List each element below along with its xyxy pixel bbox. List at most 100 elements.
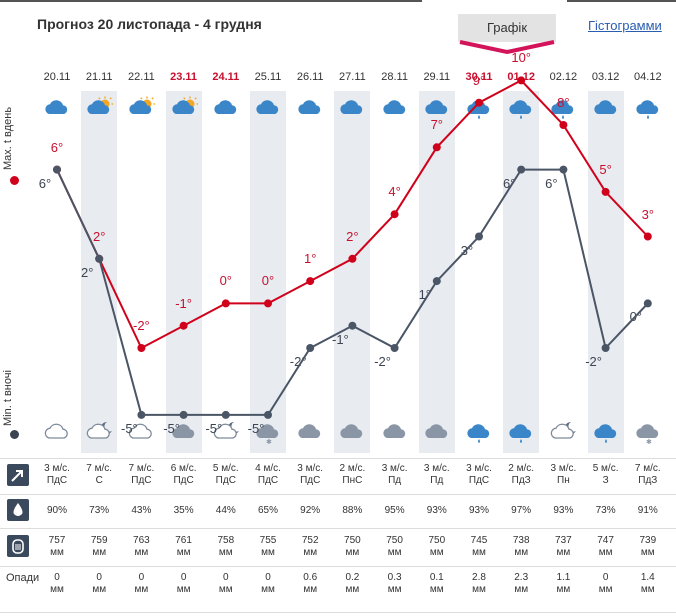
humidity-cell: 92%	[288, 505, 332, 517]
pressure-cell-line: мм	[514, 547, 529, 558]
date-label: 21.11	[85, 71, 113, 83]
precipitation-cell-line: 0.1	[429, 572, 444, 583]
precipitation-cell-line: мм	[429, 584, 444, 595]
max-temp-label: 10°	[511, 50, 532, 66]
tab-graph[interactable]: Графік	[458, 14, 556, 42]
max-temp-point	[601, 187, 610, 196]
pressure-cell: 759 мм	[77, 535, 121, 559]
precipitation-cell-line: мм	[92, 584, 107, 595]
barometer-icon	[7, 535, 29, 562]
precipitation-cell: 0 мм	[119, 572, 163, 596]
humidity-cell: 90%	[35, 505, 79, 517]
humidity-cell-line: 35%	[173, 505, 194, 516]
min-temp-point	[179, 410, 188, 419]
pressure-cell: 750 мм	[330, 535, 374, 559]
precipitation-cell: 0 мм	[204, 572, 248, 596]
humidity-cell: 97%	[499, 505, 543, 517]
humidity-cell-line: 65%	[257, 505, 278, 516]
column-shade	[250, 91, 286, 453]
pressure-cell-line: мм	[50, 547, 64, 558]
precipitation-cell: 0.1 мм	[415, 572, 459, 596]
dark-cloud-icon	[381, 420, 409, 444]
column-shade	[418, 91, 455, 453]
precipitation-cell: 0 мм	[35, 572, 79, 596]
pressure-cell-line: 757	[48, 535, 66, 546]
min-temp-label: -5°	[163, 420, 180, 436]
pressure-cell: 752 мм	[288, 535, 332, 559]
precipitation-cell-line: 0	[223, 572, 229, 583]
rain-cloud-icon	[381, 96, 409, 120]
min-temp-label: -5°	[121, 420, 138, 436]
wind-cell-line: 6 м/с.	[170, 463, 197, 474]
pressure-cell-line: 761	[175, 535, 192, 546]
wind-cell-line: 3 м/с.	[297, 463, 324, 474]
precipitation-cell: 0 мм	[162, 572, 206, 596]
min-temp-label: 6°	[502, 175, 516, 191]
min-temp-point	[137, 410, 146, 419]
humidity-cell-line: 93%	[426, 505, 447, 516]
min-temp-label: -2°	[374, 354, 391, 369]
date-label: 25.11	[254, 71, 282, 83]
max-temp-point	[475, 98, 483, 107]
precipitation-cell: 0 мм	[77, 572, 121, 596]
precipitation-cell-line: мм	[50, 584, 64, 595]
wind-cell: 7 м/с. С	[77, 463, 121, 487]
humidity-cell: 65%	[246, 505, 290, 517]
wind-cell: 3 м/с. Пд	[415, 463, 459, 487]
min-temp-point	[221, 410, 230, 419]
rain-cloud-icon	[592, 96, 620, 120]
tab-histogram[interactable]: Гістограмми	[588, 18, 662, 33]
top-border	[0, 0, 676, 3]
pressure-cell: 763 мм	[119, 535, 163, 559]
wind-cell-line: 5 м/с.	[212, 463, 239, 474]
precipitation-cell: 2.8 мм	[457, 572, 501, 596]
precipitation-cell-line: 0	[138, 572, 145, 583]
min-temp-label: -2°	[289, 354, 307, 369]
humidity-cell: 88%	[330, 505, 374, 517]
pressure-cell-line: мм	[176, 547, 191, 558]
active-tab-chevron-icon	[459, 40, 555, 55]
wind-cell-line: 4 м/с.	[255, 463, 281, 474]
min-temp-label: 6°	[545, 175, 558, 191]
max-temp-point	[559, 121, 568, 129]
date-label: 28.11	[381, 71, 408, 83]
wind-cell-line: 3 м/с.	[381, 463, 408, 474]
humidity-cell-line: 44%	[215, 505, 236, 516]
precipitation-cell-line: мм	[514, 584, 529, 595]
date-label: 27.11	[339, 71, 366, 83]
page-title: Прогноз 20 листопада - 4 грудня	[37, 16, 262, 32]
precipitation-cell: 0 мм	[246, 572, 290, 596]
svg-text:✱: ✱	[266, 438, 272, 444]
humidity-cell: 95%	[373, 505, 417, 517]
wind-cell: 3 м/с. Пд	[373, 463, 417, 487]
wind-cell: 5 м/с. ПдС	[204, 463, 248, 487]
humidity-cell: 73%	[584, 505, 628, 517]
humidity-cell-line: 93%	[468, 505, 489, 516]
pressure-cell-line: 737	[555, 535, 572, 546]
humidity-cell: 91%	[626, 505, 670, 517]
precipitation-cell-line: 0	[96, 572, 102, 583]
wind-cell-line: ПдС	[257, 475, 279, 486]
precipitation-cell-line: мм	[303, 584, 318, 595]
cloud-moon-icon	[549, 420, 577, 444]
min-temp-point	[517, 165, 526, 174]
max-temp-point	[179, 321, 188, 330]
column-shade	[334, 91, 371, 453]
rain-drop-cloud-icon	[592, 420, 620, 444]
column-shade	[165, 91, 202, 453]
pressure-cell-line: мм	[134, 547, 149, 558]
precipitation-cell-line: мм	[598, 584, 613, 595]
wind-cell-line: ПдЗ	[638, 475, 658, 486]
pressure-cell-line: мм	[387, 547, 402, 558]
precipitation-label: Опади	[6, 572, 40, 584]
pressure-cell: 750 мм	[373, 535, 417, 559]
wind-cell-line: ПдС	[173, 475, 194, 486]
min-temp-label: -1°	[332, 331, 349, 347]
pressure-cell-line: 759	[90, 535, 108, 546]
max-temp-point	[264, 299, 272, 308]
wind-cell: 2 м/с. ПдЗ	[499, 463, 543, 487]
max-temp-label: 4°	[388, 184, 401, 200]
humidity-cell: 35%	[162, 505, 206, 517]
humidity-cell: 93%	[541, 505, 585, 517]
